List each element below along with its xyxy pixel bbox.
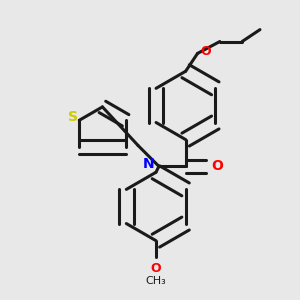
Text: N: N [143, 157, 154, 171]
Text: S: S [68, 110, 78, 124]
Text: CH₃: CH₃ [146, 276, 166, 286]
Text: O: O [211, 159, 223, 173]
Text: O: O [200, 45, 211, 58]
Text: O: O [151, 262, 161, 275]
